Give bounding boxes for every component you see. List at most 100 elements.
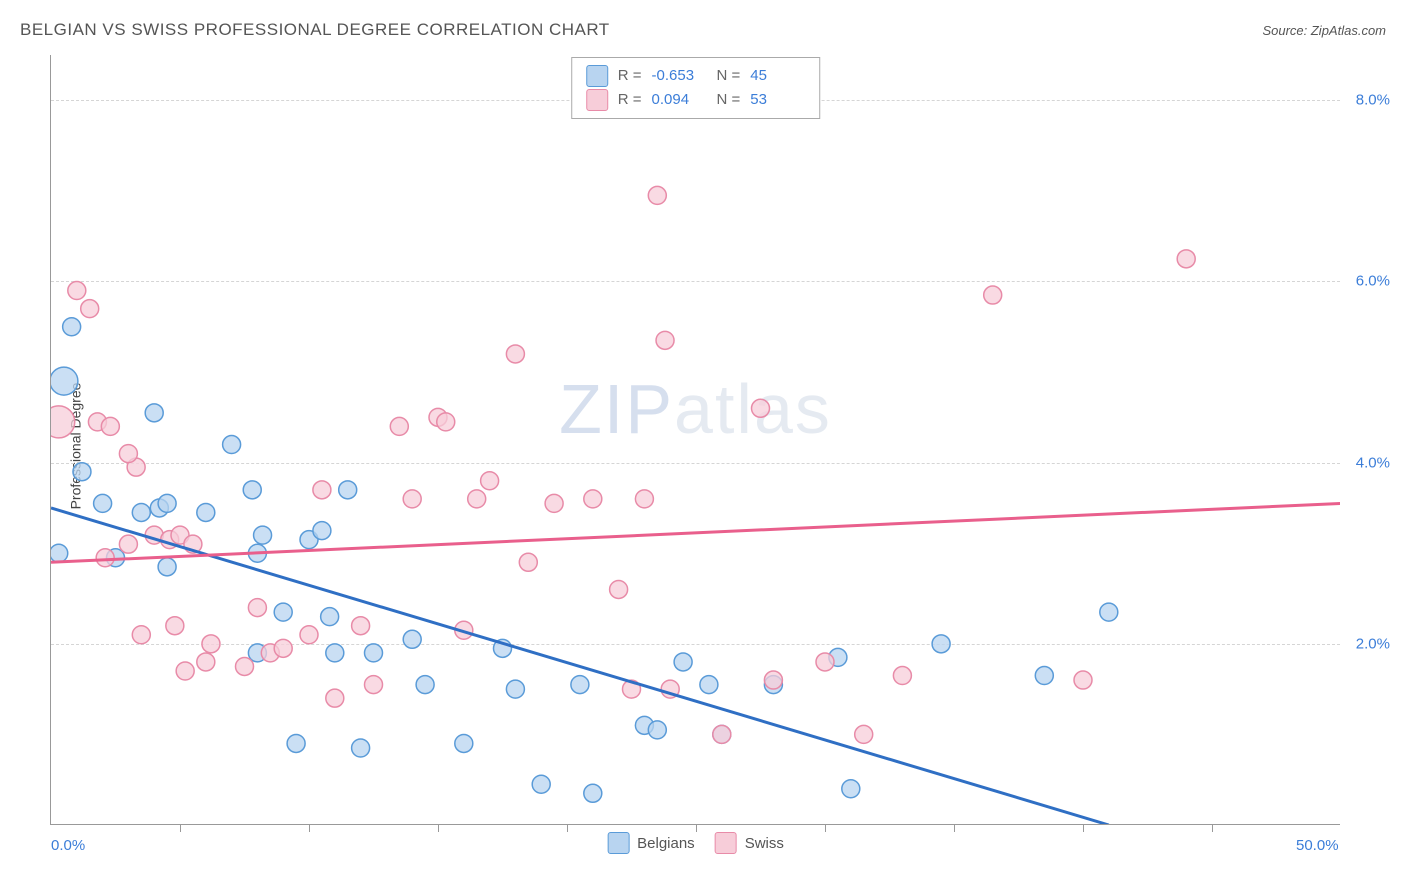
data-point — [94, 494, 112, 512]
data-point — [254, 526, 272, 544]
data-point — [73, 463, 91, 481]
data-point — [1035, 667, 1053, 685]
data-point — [816, 653, 834, 671]
data-point — [274, 603, 292, 621]
n-value: 45 — [750, 64, 805, 88]
data-point — [1100, 603, 1118, 621]
data-point — [248, 599, 266, 617]
data-point — [416, 676, 434, 694]
r-label: R = — [618, 64, 642, 88]
data-point — [352, 617, 370, 635]
data-point — [984, 286, 1002, 304]
data-point — [176, 662, 194, 680]
r-value: 0.094 — [652, 88, 707, 112]
x-tick-label: 50.0% — [1296, 837, 1339, 854]
data-point — [752, 399, 770, 417]
data-point — [352, 739, 370, 757]
data-point — [51, 367, 78, 395]
data-point — [532, 775, 550, 793]
legend-item: Swiss — [715, 832, 784, 854]
data-point — [51, 544, 68, 562]
data-point — [764, 671, 782, 689]
data-point — [339, 481, 357, 499]
data-point — [202, 635, 220, 653]
data-point — [506, 345, 524, 363]
data-point — [584, 784, 602, 802]
data-point — [365, 644, 383, 662]
data-point — [326, 689, 344, 707]
y-tick-label: 2.0% — [1356, 635, 1390, 652]
data-point — [197, 503, 215, 521]
legend-label: Swiss — [745, 835, 784, 852]
n-label: N = — [717, 64, 741, 88]
data-point — [1074, 671, 1092, 689]
source-credit: Source: ZipAtlas.com — [1262, 23, 1386, 38]
data-point — [313, 481, 331, 499]
r-value: -0.653 — [652, 64, 707, 88]
data-point — [674, 653, 692, 671]
data-point — [313, 522, 331, 540]
r-label: R = — [618, 88, 642, 112]
data-point — [713, 725, 731, 743]
data-point — [855, 725, 873, 743]
data-point — [119, 445, 137, 463]
legend-swatch — [715, 832, 737, 854]
legend-item: Belgians — [607, 832, 695, 854]
data-point — [506, 680, 524, 698]
data-point — [68, 282, 86, 300]
legend-stat-row: R = -0.653 N = 45 — [586, 64, 806, 88]
data-point — [243, 481, 261, 499]
correlation-legend: R = -0.653 N = 45 R = 0.094 N = 53 — [571, 57, 821, 119]
data-point — [390, 417, 408, 435]
trend-line — [51, 503, 1340, 562]
data-point — [545, 494, 563, 512]
legend-swatch — [586, 65, 608, 87]
data-point — [403, 490, 421, 508]
data-point — [96, 549, 114, 567]
data-point — [468, 490, 486, 508]
data-point — [571, 676, 589, 694]
data-point — [842, 780, 860, 798]
legend-stat-row: R = 0.094 N = 53 — [586, 88, 806, 112]
legend-swatch — [607, 832, 629, 854]
data-point — [403, 630, 421, 648]
data-point — [610, 580, 628, 598]
data-point — [1177, 250, 1195, 268]
data-point — [700, 676, 718, 694]
series-legend: Belgians Swiss — [607, 832, 784, 854]
data-point — [437, 413, 455, 431]
data-point — [648, 186, 666, 204]
data-point — [236, 657, 254, 675]
data-point — [648, 721, 666, 739]
y-tick-label: 4.0% — [1356, 454, 1390, 471]
data-point — [197, 653, 215, 671]
chart-title: BELGIAN VS SWISS PROFESSIONAL DEGREE COR… — [20, 20, 610, 40]
data-point — [584, 490, 602, 508]
n-label: N = — [717, 88, 741, 112]
x-tick-label: 0.0% — [51, 837, 85, 854]
legend-swatch — [586, 89, 608, 111]
y-tick-label: 8.0% — [1356, 92, 1390, 109]
scatter-svg — [51, 55, 1340, 824]
n-value: 53 — [750, 88, 805, 112]
y-tick-label: 6.0% — [1356, 273, 1390, 290]
data-point — [635, 490, 653, 508]
data-point — [51, 406, 75, 438]
data-point — [166, 617, 184, 635]
data-point — [158, 558, 176, 576]
data-point — [119, 535, 137, 553]
data-point — [932, 635, 950, 653]
data-point — [300, 626, 318, 644]
data-point — [326, 644, 344, 662]
data-point — [321, 608, 339, 626]
data-point — [132, 503, 150, 521]
data-point — [101, 417, 119, 435]
data-point — [656, 331, 674, 349]
legend-label: Belgians — [637, 835, 695, 852]
data-point — [145, 404, 163, 422]
data-point — [519, 553, 537, 571]
data-point — [365, 676, 383, 694]
data-point — [158, 494, 176, 512]
data-point — [132, 626, 150, 644]
data-point — [63, 318, 81, 336]
